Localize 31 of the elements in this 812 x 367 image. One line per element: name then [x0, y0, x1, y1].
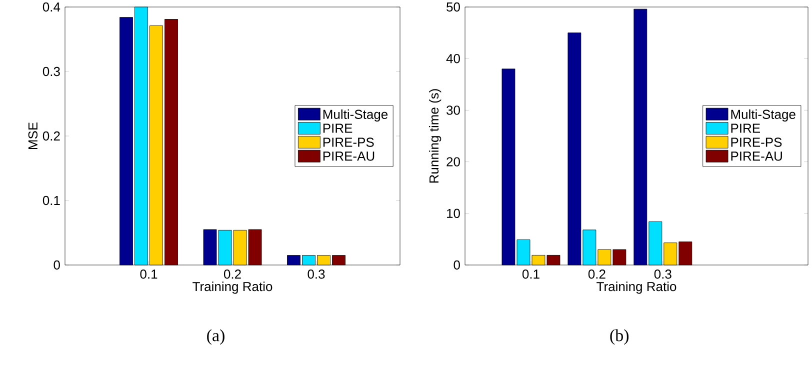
legend-label: PIRE-PS	[323, 138, 374, 147]
text: (a)	[207, 329, 224, 345]
x-tick-label: 0.2	[588, 270, 606, 279]
y-tick-label: 0	[454, 260, 460, 270]
text: (b)	[610, 329, 629, 345]
y-axis-title: MSE	[28, 122, 38, 150]
y-tick-label: 0.4	[42, 2, 60, 12]
y-tick-label: 0.3	[42, 66, 60, 76]
y-tick-label: 0.1	[42, 196, 60, 206]
legend-label: Multi-Stage	[323, 109, 388, 122]
x-tick-label: 0.2	[224, 270, 241, 279]
y-tick-label: 0.2	[42, 131, 60, 141]
x-axis-title: Training Ratio	[192, 282, 272, 294]
x-tick-label: 0.3	[654, 270, 672, 279]
y-tick-label: 40	[446, 54, 460, 64]
y-tick-label: 50	[446, 2, 460, 12]
x-axis-title: Training Ratio	[596, 282, 676, 294]
x-tick-label: 0.3	[308, 270, 325, 279]
y-tick-label: 20	[446, 157, 460, 166]
y-tick-label: 0	[54, 260, 60, 270]
y-tick-label: 10	[447, 208, 460, 218]
y-axis-title: Running time (s)	[429, 89, 442, 183]
x-tick-label: 0.1	[522, 270, 540, 279]
legend-label: Multi-Stage	[731, 109, 796, 122]
legend-label: PIRE	[323, 124, 352, 133]
legend-label: PIRE-AU	[731, 152, 782, 161]
y-tick-label: 30	[446, 106, 460, 115]
legend-label: PIRE-AU	[323, 152, 374, 161]
x-tick-label: 0.1	[140, 270, 158, 279]
legend-label: PIRE-PS	[731, 138, 782, 147]
legend-label: PIRE	[731, 124, 760, 133]
